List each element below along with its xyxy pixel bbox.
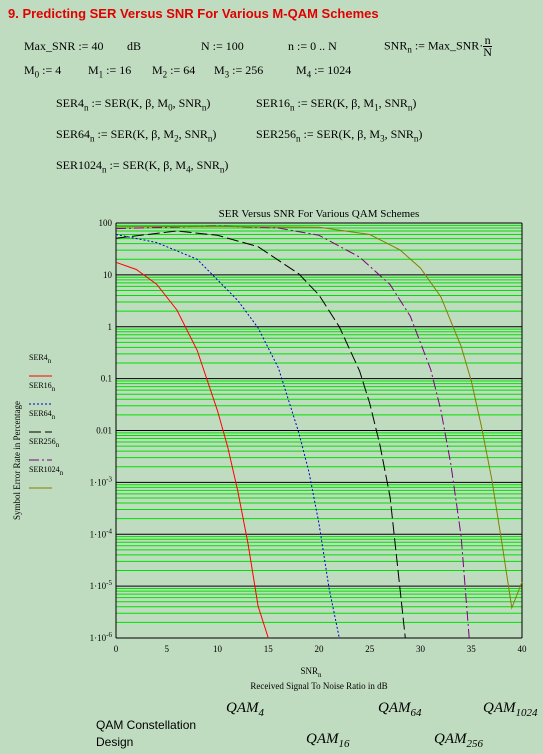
series-line-ser1024 (115, 225, 523, 610)
legend-label-ser256: SER256n (29, 437, 60, 449)
x-axis-symbol: SNRn (300, 666, 322, 679)
equation-ser1024: SER1024n := SER(K, β, M4, SNRn) (56, 158, 229, 175)
qam-label-256: QAM256 (434, 731, 483, 750)
legend-label-ser16: SER16n (29, 381, 56, 393)
page-title: 9. Predicting SER Versus SNR For Various… (8, 6, 379, 21)
y-tick-label: 1 (108, 322, 113, 332)
x-tick-label: 5 (165, 644, 170, 654)
unit-label: dB (127, 39, 142, 53)
x-tick-label: 25 (365, 644, 375, 654)
qam-label-4: QAM4 (226, 700, 264, 719)
legend-label-ser1024: SER1024n (29, 465, 64, 477)
x-axis-label: Received Signal To Noise Ratio in dB (250, 681, 387, 691)
snr-definition: SNRn := Max_SNR· n N (384, 33, 492, 59)
x-tick-label: 10 (213, 644, 223, 654)
max-snr-definition: Max_SNR := 40 (24, 39, 104, 53)
legend-label-ser64: SER64n (29, 409, 56, 421)
legend-label-ser4: SER4n (29, 353, 52, 365)
x-tick-label: 30 (416, 644, 426, 654)
x-tick-label: 0 (114, 644, 119, 654)
y-tick-label: 1·10-5 (90, 579, 113, 591)
qam-label-64: QAM64 (378, 700, 422, 719)
y-tick-label: 100 (99, 218, 113, 228)
y-tick-label: 10 (103, 270, 113, 280)
equation-ser16: SER16n := SER(K, β, M1, SNRn) (256, 96, 417, 113)
x-tick-label: 35 (467, 644, 477, 654)
x-tick-label: 20 (315, 644, 325, 654)
modulation-order-3: M3 := 256 (214, 63, 264, 80)
ser-vs-snr-chart: SER Versus SNR For Various QAM Schemes10… (12, 208, 528, 691)
qam-label-16: QAM16 (306, 731, 350, 750)
series-line-ser256 (115, 225, 470, 639)
series-line-ser4 (115, 261, 269, 639)
x-tick-label: 40 (518, 644, 528, 654)
n-range-definition: n := 0 .. N (288, 39, 337, 53)
y-tick-label: 0.1 (101, 374, 112, 384)
modulation-order-1: M1 := 16 (88, 63, 132, 80)
series-line-ser16 (115, 234, 340, 639)
modulation-order-4: M4 := 1024 (296, 63, 352, 80)
equation-ser64: SER64n := SER(K, β, M2, SNRn) (56, 127, 217, 144)
y-tick-label: 1·10-4 (90, 527, 113, 539)
equation-ser4: SER4n := SER(K, β, M0, SNRn) (56, 96, 211, 113)
series-line-ser64 (115, 230, 406, 639)
y-tick-label: 0.01 (96, 426, 112, 436)
y-tick-label: 1·10-6 (90, 631, 113, 643)
qam-label-1024: QAM1024 (483, 700, 538, 719)
n-definition: N := 100 (201, 39, 244, 53)
y-axis-label: Symbol Error Rate in Percentage (12, 401, 22, 520)
caption-line-1: QAM Constellation (96, 718, 197, 732)
y-tick-label: 1·10-3 (90, 475, 113, 487)
x-tick-label: 15 (264, 644, 274, 654)
modulation-order-2: M2 := 64 (152, 63, 196, 80)
chart-title: SER Versus SNR For Various QAM Schemes (219, 208, 420, 220)
equation-ser256: SER256n := SER(K, β, M3, SNRn) (256, 127, 423, 144)
caption-line-2: Design (96, 735, 134, 749)
modulation-order-0: M0 := 4 (24, 63, 62, 80)
